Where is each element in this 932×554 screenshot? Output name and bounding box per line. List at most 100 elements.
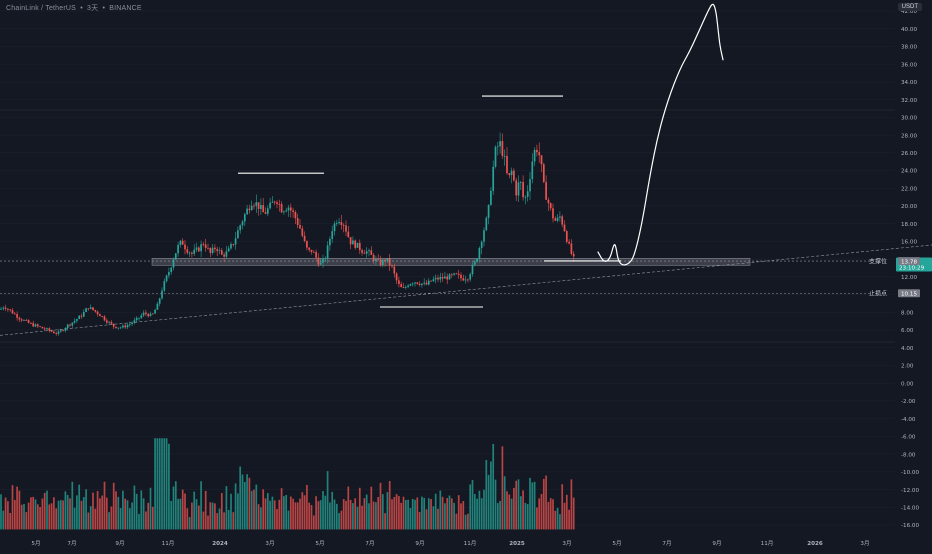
volume-bar	[400, 502, 403, 530]
volume-bar	[96, 491, 99, 530]
volume-bar	[395, 494, 398, 530]
volume-bar	[126, 500, 129, 530]
candle-body	[568, 241, 570, 244]
volume-bar	[379, 482, 382, 530]
volume-bar	[103, 481, 106, 530]
y-tick-label: 28.00	[901, 133, 917, 139]
candle-body	[372, 254, 375, 261]
volume-bar	[312, 515, 315, 530]
volume-bar	[69, 498, 71, 530]
candle-body	[50, 330, 53, 332]
y-tick-label: 38.00	[901, 45, 917, 51]
volume-bar	[554, 510, 557, 530]
candle-body	[522, 182, 524, 198]
candle-body	[16, 314, 18, 318]
candle-body	[140, 315, 143, 318]
volume-bar	[430, 499, 432, 530]
volume-bar	[322, 491, 324, 530]
y-tick-label: 34.00	[901, 80, 917, 86]
candle-body	[432, 279, 435, 282]
y-tick-label: 30.00	[901, 116, 917, 122]
candle-body	[324, 258, 327, 259]
candle-body	[269, 202, 271, 209]
candle-body	[156, 303, 159, 310]
support-label: 支撑位	[869, 257, 887, 265]
volume-bar	[372, 501, 375, 530]
volume-bar	[34, 499, 37, 530]
volume-bar	[467, 513, 469, 530]
y-tick-label: -12.00	[901, 488, 919, 494]
candle-body	[119, 327, 122, 329]
volume-bar	[386, 492, 389, 530]
candle-body	[7, 308, 9, 310]
volume-bar	[4, 497, 7, 530]
volume-bar	[331, 491, 334, 530]
currency-tag[interactable]: USDT	[897, 3, 922, 11]
candle-body	[349, 237, 352, 245]
candle-body	[356, 242, 359, 248]
volume-bar	[142, 498, 145, 530]
y-tick-label: 0.00	[901, 381, 914, 387]
volume-bar	[480, 498, 483, 530]
candle-body	[280, 204, 283, 213]
volume-bar	[99, 498, 101, 530]
candle-body	[455, 273, 458, 275]
candle-body	[540, 155, 543, 165]
candle-body	[457, 273, 460, 275]
candle-body	[237, 230, 239, 239]
candle-body	[423, 282, 426, 284]
volume-bar	[448, 495, 451, 530]
candle-body	[515, 180, 518, 196]
candle-body	[345, 225, 347, 232]
volume-bar	[333, 499, 336, 530]
candle-body	[76, 319, 78, 321]
x-tick-label: 2024	[212, 541, 228, 547]
volume-bar	[50, 503, 53, 530]
x-tick-label: 9月	[712, 540, 721, 547]
volume-bar	[496, 503, 499, 530]
header-separator: •	[102, 5, 106, 12]
volume-bar	[338, 513, 340, 530]
volume-bar	[87, 512, 90, 530]
volume-bar	[117, 496, 120, 530]
volume-bar	[216, 513, 219, 530]
candle-body	[209, 248, 212, 253]
volume-bar	[276, 509, 278, 530]
volume-bar	[262, 489, 265, 530]
volume-bar	[73, 507, 76, 530]
volume-bar	[195, 499, 198, 530]
candle-body	[181, 240, 184, 245]
volume-bar	[354, 498, 357, 530]
candle-body	[409, 284, 412, 286]
candle-body	[71, 322, 74, 326]
candle-body	[34, 324, 37, 327]
countdown-value: 23:10:29	[899, 266, 925, 272]
volume-bar	[260, 507, 262, 530]
volume-bar	[269, 500, 271, 530]
volume-bar	[345, 500, 347, 530]
candle-body	[138, 317, 140, 319]
volume-bar	[462, 501, 465, 530]
candle-body	[73, 320, 76, 323]
volume-bar	[326, 471, 329, 530]
candle-body	[4, 307, 7, 309]
y-tick-label: -14.00	[901, 505, 919, 511]
header-separator: •	[80, 5, 83, 12]
symbol-header[interactable]: ChainLink / TetherUS • 3天 • BINANCE	[6, 3, 144, 13]
candle-body	[499, 141, 501, 147]
y-tick-label: 2.00	[901, 364, 914, 370]
volume-bar	[266, 493, 269, 530]
candle-body	[388, 258, 391, 266]
volume-bar	[414, 499, 416, 530]
volume-bar	[499, 500, 501, 530]
candle-body	[30, 322, 32, 324]
candle-body	[80, 315, 83, 317]
volume-bar	[347, 486, 350, 530]
volume-bar	[540, 494, 543, 530]
volume-bar	[0, 494, 2, 530]
candle-body	[87, 308, 90, 310]
candle-body	[276, 202, 278, 204]
candle-body	[154, 309, 156, 314]
